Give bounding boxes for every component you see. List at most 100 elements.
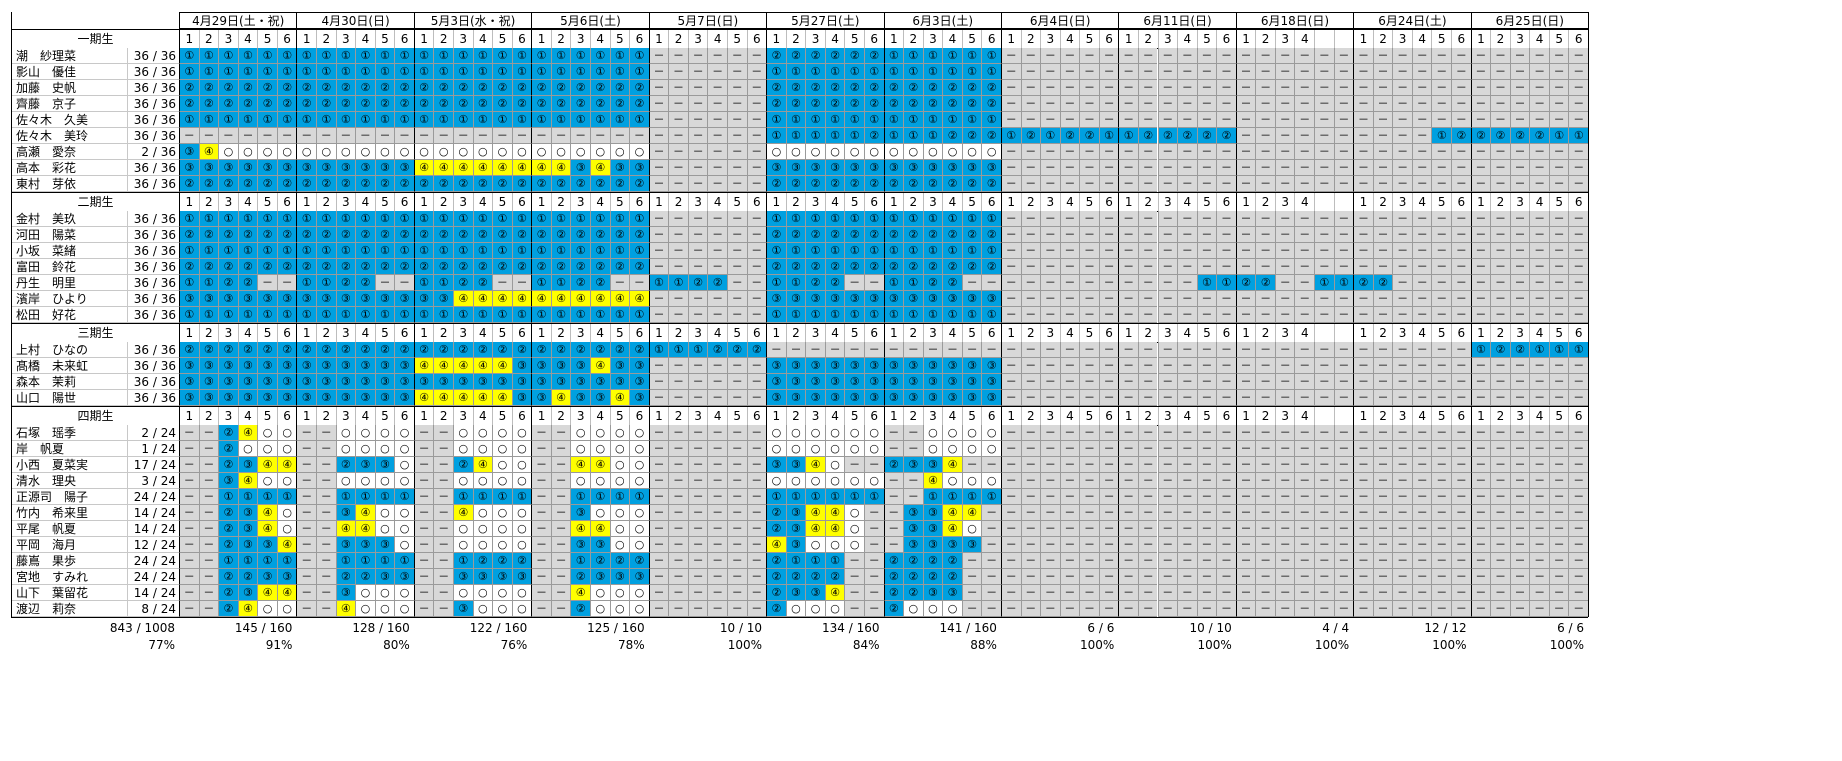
entry-cell: － (863, 553, 884, 569)
entry-cell: ③ (315, 374, 336, 390)
slot-number: 3 (687, 323, 708, 342)
entry-cell: － (707, 48, 727, 64)
entry-cell: ③ (785, 374, 806, 390)
entry-cell: － (1274, 307, 1295, 323)
entry-cell: － (1255, 243, 1275, 259)
entry-cell: ② (942, 569, 962, 585)
entry-cell: － (1509, 473, 1530, 489)
entry-cell: － (726, 227, 747, 243)
entry-cell: － (315, 473, 336, 489)
entry-cell: ② (844, 48, 864, 64)
slot-number: 1 (531, 323, 551, 342)
entry-cell: － (1372, 112, 1393, 128)
entry-cell: ① (629, 489, 649, 505)
entry-cell: － (1372, 537, 1393, 553)
entry-cell: ① (179, 307, 199, 323)
entry-cell: － (1000, 291, 1021, 307)
entry-cell: ○ (394, 601, 414, 617)
entry-cell: － (1333, 176, 1354, 192)
entry-cell: － (726, 585, 747, 601)
entry-cell: ② (218, 457, 238, 473)
slot-number: 4 (355, 323, 375, 342)
slot-number: 2 (1490, 406, 1510, 425)
entry-cell: － (687, 291, 708, 307)
slot-number: 5 (961, 192, 982, 211)
entry-cell: ④ (452, 505, 473, 521)
entry-cell: － (961, 553, 982, 569)
entry-cell: － (648, 390, 669, 406)
entry-cell: ○ (805, 441, 825, 457)
entry-cell: － (1235, 537, 1256, 553)
entry-cell: － (1079, 96, 1099, 112)
entry-cell: － (687, 505, 708, 521)
entry-cell: － (1490, 144, 1510, 160)
entry-cell: － (1294, 96, 1315, 112)
entry-cell: － (413, 601, 434, 617)
entry-cell: － (1294, 112, 1315, 128)
slot-number: 3 (570, 29, 590, 48)
entry-cell: ④ (942, 521, 962, 537)
entry-cell: ② (296, 96, 316, 112)
entry-cell: ③ (766, 291, 786, 307)
slot-number: 5 (609, 192, 630, 211)
entry-cell: － (1177, 307, 1197, 323)
entry-cell: ③ (589, 537, 610, 553)
entry-cell: ② (237, 569, 258, 585)
entry-cell: ② (1509, 342, 1530, 358)
entry-cell: ③ (237, 537, 258, 553)
entry-cell: － (1529, 473, 1549, 489)
slot-number: 6 (981, 406, 1001, 425)
entry-cell: － (1548, 96, 1569, 112)
entry-cell: ② (629, 176, 649, 192)
entry-cell: － (707, 307, 727, 323)
entry-cell: ④ (472, 358, 493, 374)
entry-cell: ② (492, 176, 512, 192)
entry-cell: ② (589, 553, 610, 569)
entry-cell: ① (315, 48, 336, 64)
entry-cell: － (1411, 211, 1432, 227)
member-name: 清水 理央 (11, 473, 127, 489)
entry-cell: － (1235, 374, 1256, 390)
entry-cell: － (1490, 553, 1510, 569)
entry-cell: ① (531, 64, 551, 80)
entry-cell: － (1216, 96, 1236, 112)
entry-cell: － (1294, 553, 1315, 569)
date-total-count: 125 / 160 (531, 620, 648, 635)
entry-cell: － (687, 457, 708, 473)
entry-cell: ○ (472, 601, 493, 617)
entry-cell: ① (824, 489, 845, 505)
slot-number (1333, 323, 1354, 342)
entry-cell: － (1196, 585, 1217, 601)
entry-cell: ③ (609, 358, 630, 374)
entry-cell: ② (863, 96, 884, 112)
entry-cell: － (687, 243, 708, 259)
slot-number: 4 (1529, 323, 1549, 342)
entry-cell: ③ (609, 160, 630, 176)
entry-cell: － (1000, 64, 1021, 80)
entry-cell: ③ (355, 537, 375, 553)
entry-cell: － (1568, 48, 1589, 64)
entry-cell: ① (355, 307, 375, 323)
entry-cell: － (1137, 80, 1158, 96)
entry-cell: － (1274, 569, 1295, 585)
entry-cell: － (746, 275, 767, 291)
entry-cell: ○ (237, 144, 258, 160)
slot-number: 4 (824, 406, 845, 425)
entry-cell: ○ (844, 537, 864, 553)
entry-cell: ① (472, 211, 493, 227)
entry-cell: － (1372, 390, 1393, 406)
entry-cell: ③ (394, 374, 414, 390)
entry-cell: ① (570, 307, 590, 323)
entry-cell: － (1177, 390, 1197, 406)
entry-cell: － (1568, 307, 1589, 323)
slot-number: 3 (1157, 29, 1178, 48)
entry-cell: － (1314, 176, 1334, 192)
slot-number: 1 (648, 29, 669, 48)
entry-cell: － (179, 585, 199, 601)
entry-cell: － (1157, 342, 1178, 358)
entry-cell: － (1431, 243, 1452, 259)
entry-cell: ① (276, 64, 297, 80)
entry-cell: － (1333, 64, 1354, 80)
entry-cell: － (1294, 211, 1315, 227)
entry-cell: ① (531, 243, 551, 259)
